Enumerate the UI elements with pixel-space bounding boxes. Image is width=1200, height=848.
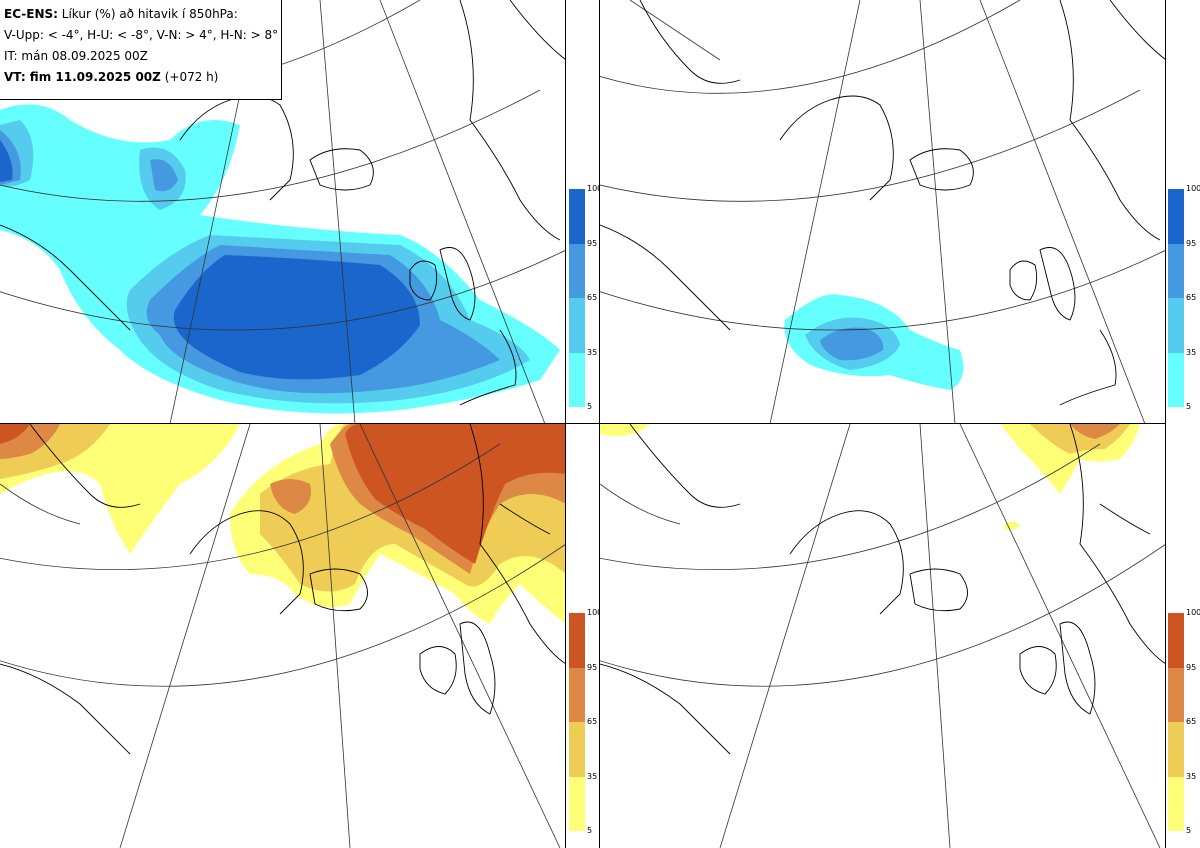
coastlines [0, 424, 566, 755]
map-panel-bottom-right [600, 424, 1166, 848]
colorbar-label-5: 5 [587, 826, 593, 835]
prob-area-95 [0, 140, 420, 380]
prob-area-65 [820, 327, 884, 361]
prob-area-95 [0, 424, 566, 564]
map-panel-top-right [600, 0, 1166, 424]
colorbar-label-65: 65 [587, 717, 598, 726]
colorbar-segment-5-35 [1168, 777, 1184, 831]
title-line-1: EC-ENS: Líkur (%) að hitavik í 850hPa: [4, 4, 281, 25]
title-line-4: VT: fim 11.09.2025 00Z (+072 h) [4, 67, 281, 88]
thresholds-label: V-Upp: < -4°, H-U: < -8°, V-N: > 4°, H-N… [4, 28, 279, 42]
colorbar-segment-95-100 [1168, 189, 1184, 244]
colorbar-label-100: 100 [1186, 184, 1200, 193]
colorbar-cold-top-left: 100 95 65 35 5 [569, 185, 602, 411]
colorbar-segment-65-95 [1168, 244, 1184, 298]
colorbar-segment-35-65 [569, 298, 585, 353]
colorbar-segment-35-65 [1168, 722, 1184, 777]
colorbar-segment-65-95 [569, 668, 585, 722]
map-warm-plus4 [0, 424, 566, 848]
coastlines [600, 0, 1166, 406]
vertical-divider [599, 0, 600, 848]
map-warm-plus8 [600, 424, 1166, 848]
colorbar-label-35: 35 [1186, 348, 1197, 357]
colorbar-segment-95-100 [569, 189, 585, 244]
colorbar-label-65: 65 [1186, 717, 1197, 726]
map-cold-minus8 [600, 0, 1166, 424]
colorbar-label-100: 100 [587, 608, 603, 617]
colorbar-label-100: 100 [1186, 608, 1200, 617]
colorbar-warm-bottom-right: 100 95 65 35 5 [1168, 609, 1200, 835]
colorbar-segment-5-35 [569, 353, 585, 407]
colorbar-segment-35-65 [1168, 298, 1184, 353]
map-panel-top-left: EC-ENS: Líkur (%) að hitavik í 850hPa: V… [0, 0, 566, 424]
colorbar-label-95: 95 [587, 239, 598, 248]
colorbar-label-65: 65 [1186, 293, 1197, 302]
colorbar-cold-top-right: 100 95 65 35 5 [1168, 185, 1200, 411]
colorbar-segment-5-35 [569, 777, 585, 831]
colorbar-segment-65-95 [1168, 668, 1184, 722]
title-box: EC-ENS: Líkur (%) að hitavik í 850hPa: V… [0, 0, 282, 100]
colorbar-segment-95-100 [1168, 613, 1184, 668]
colorbar-warm-bottom-left: 100 95 65 35 5 [569, 609, 602, 835]
colorbar-label-100: 100 [587, 184, 603, 193]
colorbar-label-95: 95 [587, 663, 598, 672]
colorbar-label-5: 5 [1186, 402, 1192, 411]
colorbar-label-95: 95 [1186, 239, 1197, 248]
horizontal-divider [0, 423, 1166, 424]
product-label: EC-ENS: [4, 7, 58, 21]
lead-time-label: (+072 h) [164, 70, 219, 84]
colorbar-label-65: 65 [587, 293, 598, 302]
graticule [600, 424, 1166, 848]
colorbar-segment-95-100 [569, 613, 585, 668]
panel-border-right-right [1165, 0, 1166, 848]
colorbar-label-35: 35 [587, 772, 598, 781]
colorbar-segment-35-65 [569, 722, 585, 777]
colorbar-label-35: 35 [587, 348, 598, 357]
init-time-label: IT: mán 08.09.2025 00Z [4, 49, 148, 63]
valid-time-label: VT: fim 11.09.2025 00Z [4, 70, 161, 84]
colorbar-label-95: 95 [1186, 663, 1197, 672]
colorbar-label-5: 5 [1186, 826, 1192, 835]
graticule [0, 424, 566, 848]
description-label: Líkur (%) að hitavik í 850hPa: [61, 7, 238, 21]
colorbar-segment-5-35 [1168, 353, 1184, 407]
colorbar-label-35: 35 [1186, 772, 1197, 781]
panel-border-left-right [565, 0, 566, 848]
map-panel-bottom-left [0, 424, 566, 848]
prob-area-65 [1070, 424, 1120, 439]
colorbar-label-5: 5 [587, 402, 593, 411]
colorbar-segment-65-95 [569, 244, 585, 298]
coastlines [600, 424, 1166, 755]
